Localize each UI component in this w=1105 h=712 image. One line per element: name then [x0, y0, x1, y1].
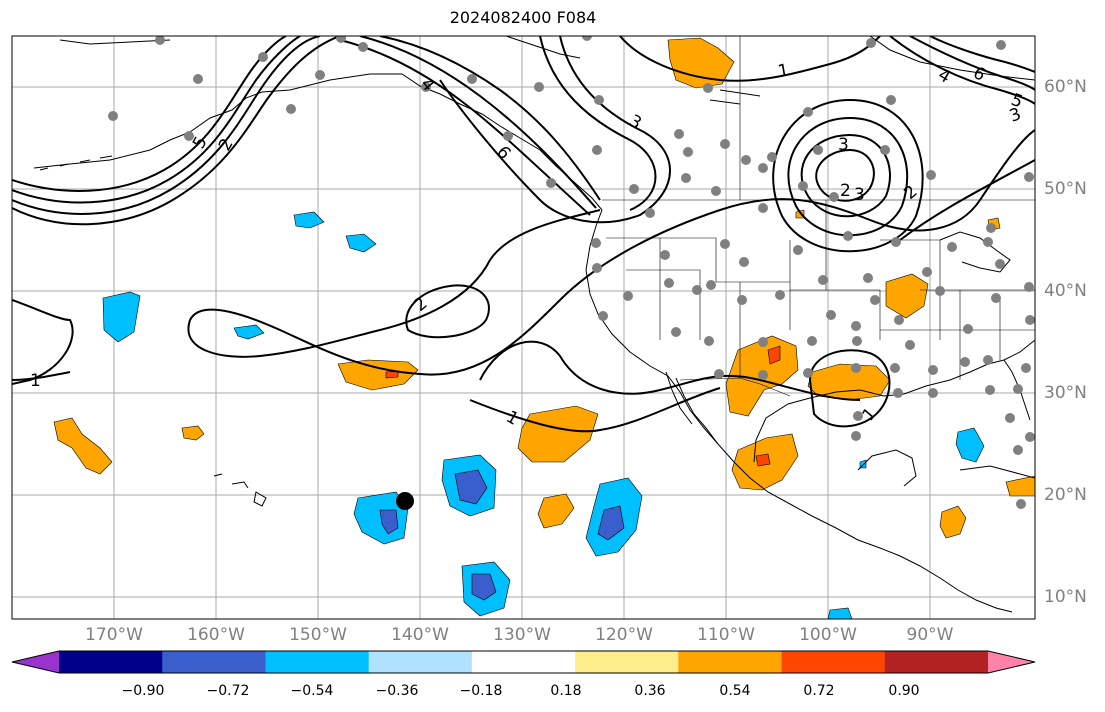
contour-label: 3 [854, 185, 865, 205]
lon-label-110w: 110°W [697, 625, 755, 645]
colorbar-extend-min [12, 651, 59, 673]
pos-area [181, 425, 205, 441]
lat-label-50: 50°N [1044, 179, 1087, 199]
lat-label-10: 10°N [1044, 587, 1087, 607]
contour-label: 3 [838, 135, 849, 155]
colorbar-tick: −0.54 [290, 683, 334, 699]
lon-label-170w: 170°W [85, 625, 143, 645]
coastlines [33, 36, 1035, 613]
station-dots [108, 36, 1035, 509]
colorbar-tick: 0.90 [888, 683, 920, 699]
contours [12, 36, 1035, 433]
neg-area [293, 211, 325, 229]
colorbar-segment [368, 651, 473, 673]
pos-area [53, 417, 113, 475]
pos-area [517, 405, 599, 463]
lon-label-160w: 160°W [187, 625, 245, 645]
colorbar-segment [575, 651, 679, 673]
lat-label-60: 60°N [1044, 77, 1087, 97]
pos-area [537, 493, 575, 529]
lon-label-150w: 150°W [289, 625, 347, 645]
neg-area [345, 233, 377, 253]
lon-label-90w: 90°W [906, 625, 954, 645]
colorbar-segment [781, 651, 886, 673]
colorbar-segment [884, 651, 989, 673]
contour-label: 2 [840, 181, 851, 201]
lon-label-130w: 130°W [493, 625, 551, 645]
colorbar-segment [59, 651, 163, 673]
colorbar-segment [471, 651, 576, 673]
graticule [12, 36, 1035, 619]
neg-area [827, 607, 853, 619]
colorbar-extend-max [988, 651, 1035, 673]
contour-label: 2 [215, 135, 238, 154]
pos-area [1005, 475, 1035, 497]
neg-area [471, 573, 497, 601]
contour-label: 2 [410, 294, 431, 316]
pos-area [337, 359, 419, 391]
neg-area [454, 469, 488, 505]
colorbar-segment [162, 651, 266, 673]
neg-area [955, 427, 985, 463]
map-title: 2024082400 F084 [449, 8, 597, 27]
neg-area [102, 291, 141, 343]
pos-area [755, 453, 771, 467]
political-borders [602, 36, 1035, 397]
lon-label-140w: 140°W [391, 625, 449, 645]
lon-label-100w: 100°W [799, 625, 857, 645]
lat-label-20: 20°N [1044, 485, 1087, 505]
contour-label: 1 [859, 404, 881, 425]
colorbar-tick: −0.90 [121, 683, 165, 699]
colorbar-tick: 0.54 [719, 683, 751, 699]
neg-area [233, 324, 265, 340]
neg-area [379, 509, 399, 535]
contour-label: 4 [935, 65, 954, 88]
lat-label-30: 30°N [1044, 383, 1087, 403]
highlight-marker [396, 492, 414, 510]
pos-area [667, 37, 735, 89]
contour-label: 1 [776, 60, 790, 82]
colorbar-tick: 0.18 [550, 683, 582, 699]
colorbar-tick: 0.72 [803, 683, 835, 699]
map-frame [11, 35, 1036, 620]
colorbar-tick: 0.36 [634, 683, 666, 699]
anomaly-fills [53, 37, 1035, 619]
colorbar-tick: −0.72 [206, 683, 250, 699]
lon-label-120w: 120°W [595, 625, 653, 645]
colorbar-segment [265, 651, 370, 673]
colorbar [11, 650, 1036, 674]
neg-area [597, 505, 625, 541]
lat-label-40: 40°N [1044, 281, 1087, 301]
colorbar-outline [11, 650, 1036, 674]
contour-label: 1 [30, 371, 41, 391]
pos-area [939, 505, 967, 539]
colorbar-segment [678, 651, 783, 673]
colorbar-tick: −0.36 [375, 683, 419, 699]
pos-area [767, 345, 781, 365]
pos-area [885, 273, 929, 319]
colorbar-tick: −0.18 [459, 683, 503, 699]
